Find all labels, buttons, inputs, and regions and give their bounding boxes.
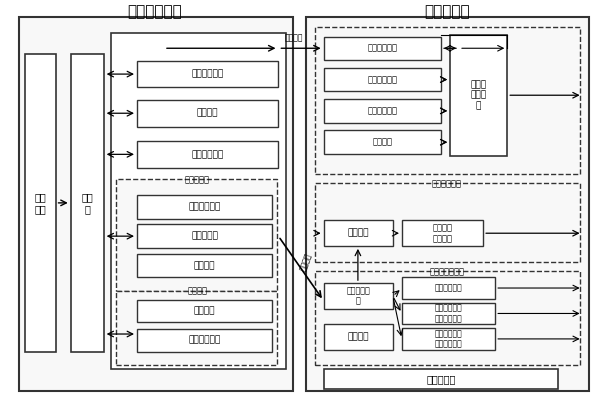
FancyBboxPatch shape (137, 61, 278, 87)
Text: 光束调节装置: 光束调节装置 (189, 202, 221, 211)
FancyBboxPatch shape (137, 100, 278, 126)
FancyBboxPatch shape (324, 324, 393, 350)
Text: 无线通讯模块: 无线通讯模块 (192, 70, 224, 78)
FancyBboxPatch shape (25, 54, 56, 352)
FancyBboxPatch shape (324, 36, 441, 60)
FancyBboxPatch shape (306, 17, 589, 391)
Text: 工控
机: 工控 机 (81, 192, 93, 214)
Text: 太阳能电池模块: 太阳能电池模块 (430, 267, 465, 276)
Text: 充电电池模块: 充电电池模块 (432, 179, 462, 188)
FancyBboxPatch shape (116, 179, 277, 291)
FancyBboxPatch shape (402, 220, 483, 246)
Text: 储能电池: 储能电池 (347, 229, 369, 238)
Text: 太阳能电池板
输出监测模块: 太阳能电池板 输出监测模块 (434, 329, 462, 349)
FancyBboxPatch shape (315, 271, 580, 365)
FancyBboxPatch shape (137, 141, 278, 168)
FancyBboxPatch shape (450, 34, 507, 156)
FancyBboxPatch shape (402, 303, 495, 324)
FancyBboxPatch shape (402, 277, 495, 299)
FancyBboxPatch shape (324, 220, 393, 246)
Text: 姿态测量模块: 姿态测量模块 (189, 336, 221, 345)
FancyBboxPatch shape (324, 283, 393, 308)
Text: 随动系统: 随动系统 (194, 306, 215, 316)
FancyBboxPatch shape (111, 32, 286, 369)
Text: 光强度检测器: 光强度检测器 (434, 284, 462, 292)
FancyBboxPatch shape (324, 130, 441, 154)
FancyBboxPatch shape (324, 99, 441, 123)
FancyBboxPatch shape (137, 254, 272, 277)
Text: 无线通讯模块: 无线通讯模块 (367, 44, 397, 53)
Text: 太阳能电池板
温度监测模块: 太阳能电池板 温度监测模块 (434, 304, 462, 323)
FancyBboxPatch shape (402, 328, 495, 350)
Text: 无人机系统: 无人机系统 (424, 4, 470, 19)
Text: 冷却装置: 冷却装置 (347, 332, 369, 342)
FancyBboxPatch shape (315, 27, 580, 174)
FancyBboxPatch shape (137, 329, 272, 352)
FancyBboxPatch shape (324, 68, 441, 91)
Text: 电源
模块: 电源 模块 (34, 192, 47, 214)
Text: 航姿测量模块: 航姿测量模块 (367, 106, 397, 115)
Text: 激光发射基站: 激光发射基站 (128, 4, 182, 19)
FancyBboxPatch shape (315, 183, 580, 262)
Text: 定位模块: 定位模块 (197, 109, 218, 118)
FancyBboxPatch shape (137, 224, 272, 248)
Text: 冷却装置: 冷却装置 (194, 261, 215, 270)
Text: 无线通信: 无线通信 (284, 33, 302, 42)
Text: 激光发射器: 激光发射器 (185, 175, 209, 184)
Text: 功率控制器: 功率控制器 (191, 232, 218, 241)
Text: 导航定位模块: 导航定位模块 (367, 75, 397, 84)
FancyBboxPatch shape (19, 17, 293, 391)
Text: 基座转台: 基座转台 (187, 287, 207, 296)
Text: 太阳能电池
板: 太阳能电池 板 (346, 286, 370, 306)
Text: 地面控制站: 地面控制站 (427, 374, 456, 384)
Text: 无人机
控制模
块: 无人机 控制模 块 (471, 80, 486, 110)
FancyBboxPatch shape (137, 195, 272, 218)
Text: 激光光束: 激光光束 (298, 251, 313, 272)
FancyBboxPatch shape (324, 369, 558, 389)
Text: 机电系统: 机电系统 (372, 138, 392, 147)
Text: 电池电压
监测模块: 电池电压 监测模块 (433, 224, 453, 243)
FancyBboxPatch shape (137, 300, 272, 322)
Text: 目标观瞄系统: 目标观瞄系统 (192, 150, 224, 159)
FancyBboxPatch shape (116, 291, 277, 365)
FancyBboxPatch shape (71, 54, 104, 352)
